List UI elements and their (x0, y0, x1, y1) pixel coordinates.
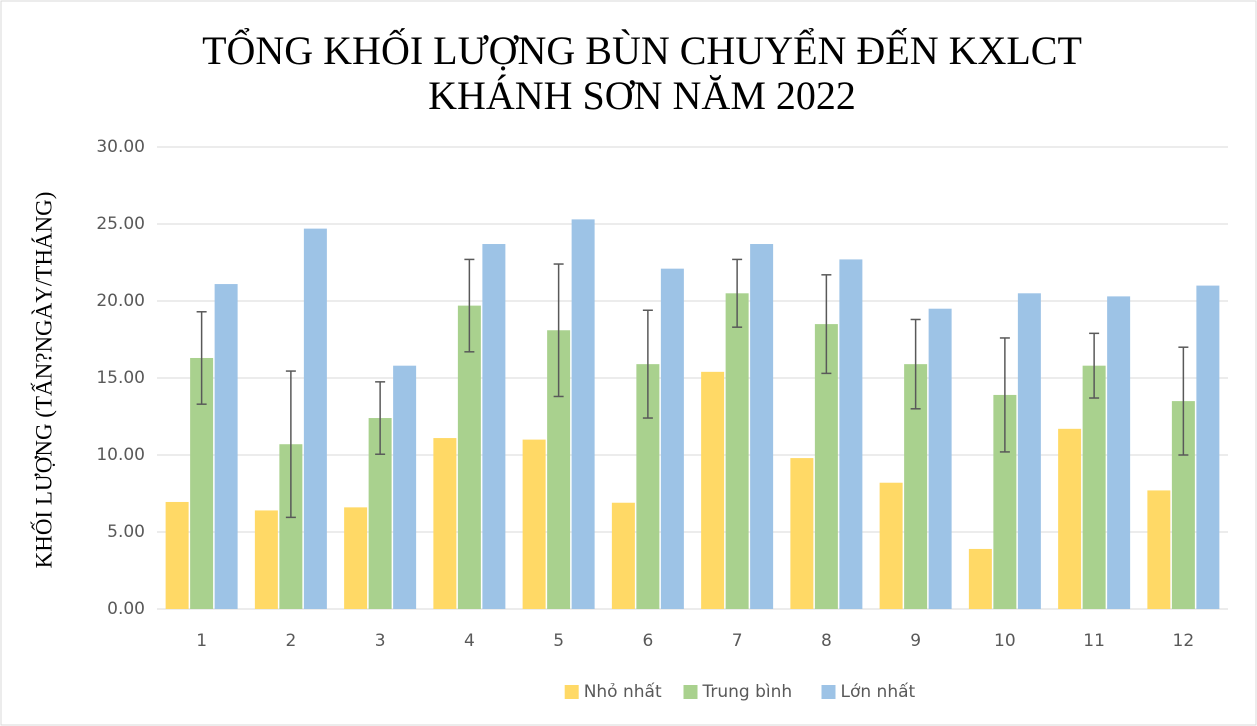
legend-swatch (821, 685, 836, 699)
bar (1147, 490, 1171, 609)
x-tick-label: 12 (1173, 631, 1195, 651)
bar (368, 418, 392, 609)
bar (279, 444, 303, 609)
x-tick-label: 6 (642, 631, 653, 651)
bar (701, 371, 725, 609)
bar (1017, 293, 1041, 609)
bar (879, 482, 903, 609)
y-tick-label: 0.00 (107, 599, 145, 619)
bar (1082, 365, 1106, 609)
bar (725, 293, 749, 609)
y-tick-label: 10.00 (96, 445, 145, 465)
bar (611, 502, 635, 609)
bar (928, 308, 952, 609)
x-tick-label: 9 (910, 631, 921, 651)
x-tick-label: 11 (1083, 631, 1105, 651)
bar (254, 510, 278, 609)
y-tick-label: 5.00 (107, 522, 145, 542)
bar (1171, 401, 1195, 609)
bar (457, 305, 481, 609)
bar (190, 357, 214, 609)
bar (814, 324, 838, 609)
bar (660, 268, 684, 609)
legend-swatch (564, 685, 579, 699)
bar (1058, 428, 1082, 609)
legend-swatch (683, 685, 698, 699)
x-tick-label: 8 (821, 631, 832, 651)
bar (165, 501, 189, 609)
bar (993, 394, 1017, 609)
bar (968, 548, 992, 609)
bar (904, 364, 928, 609)
x-tick-label: 1 (196, 631, 207, 651)
y-tick-label: 15.00 (96, 368, 145, 388)
x-tick-label: 5 (553, 631, 564, 651)
bar (1107, 296, 1131, 609)
x-tick-label: 3 (375, 631, 386, 651)
legend-label: Lớn nhất (841, 681, 916, 702)
legend-label: Trung bình (702, 682, 793, 702)
x-tick-label: 10 (994, 631, 1016, 651)
bar (303, 228, 327, 609)
y-tick-label: 20.00 (96, 291, 145, 311)
y-axis-label: KHỐI LƯỢNG (TẤN?NGÀY/THÁNG) (30, 192, 56, 569)
legend-label: Nhỏ nhất (584, 681, 662, 702)
bar (393, 365, 417, 609)
bar (344, 507, 368, 609)
bar (482, 244, 506, 609)
y-tick-label: 30.00 (96, 137, 145, 157)
bar (790, 458, 814, 609)
x-tick-label: 7 (732, 631, 743, 651)
bar (839, 259, 863, 609)
bar (750, 244, 774, 609)
bar (433, 438, 457, 609)
bar (1196, 285, 1220, 609)
bar (571, 219, 595, 609)
bar (547, 330, 571, 609)
chart-title: TỔNG KHỐI LƯỢNG BÙN CHUYỂN ĐẾN KXLCT (202, 28, 1082, 73)
bar (214, 284, 238, 609)
x-tick-label: 4 (464, 631, 475, 651)
y-tick-label: 25.00 (96, 214, 145, 234)
bar (522, 439, 546, 609)
bar (636, 364, 660, 609)
chart-title: KHÁNH SƠN NĂM 2022 (428, 73, 856, 118)
x-tick-label: 2 (285, 631, 296, 651)
